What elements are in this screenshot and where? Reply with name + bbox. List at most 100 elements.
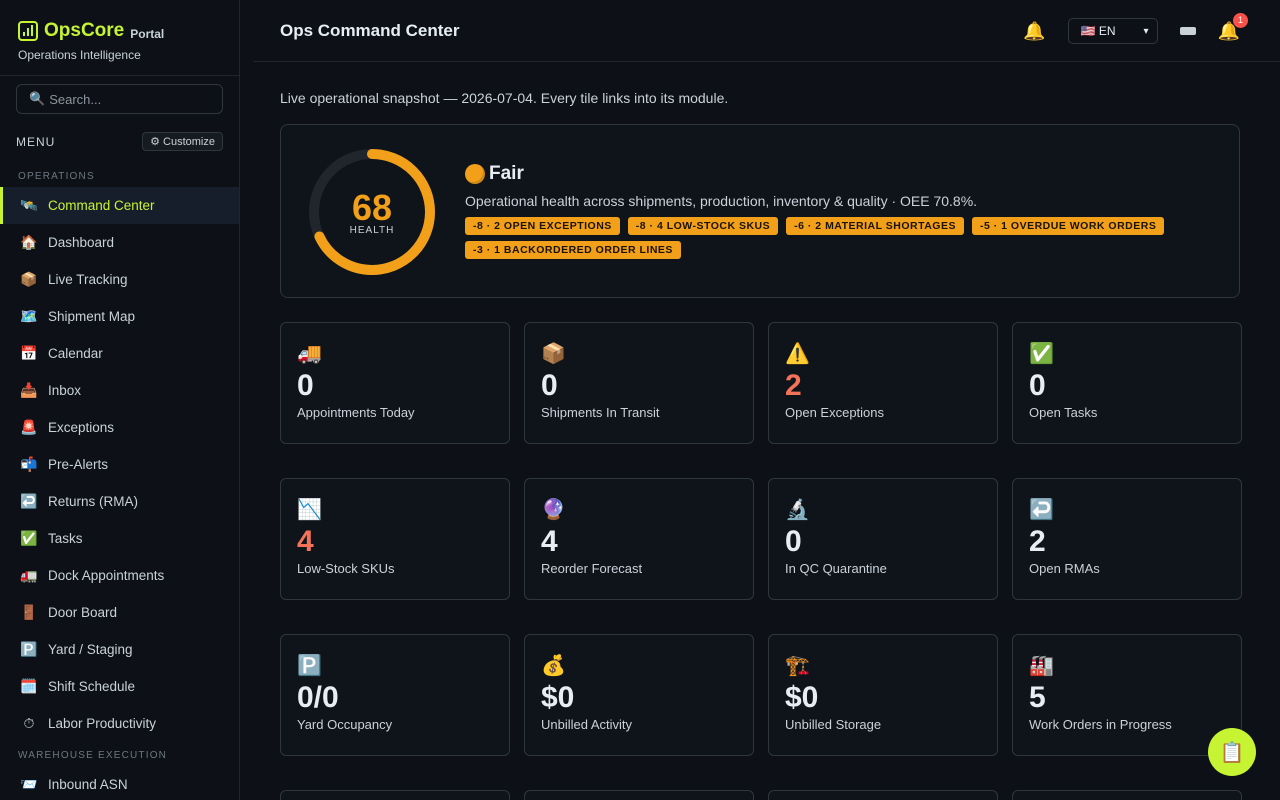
tile-open-rmas[interactable]: ↩️ 2 Open RMAs	[1012, 478, 1242, 600]
sidebar-item-dock-appointments[interactable]: 🚛 Dock Appointments	[0, 557, 239, 594]
sidebar-item-returns-rma[interactable]: ↩️ Returns (RMA)	[0, 483, 239, 520]
sidebar-item-label: Labor Productivity	[48, 716, 157, 731]
tile-label: Unbilled Storage	[785, 717, 882, 732]
tile-value: 0	[297, 369, 314, 402]
sidebar-item-live-tracking[interactable]: 📦 Live Tracking	[0, 261, 239, 298]
sidebar-item-tasks[interactable]: ✅ Tasks	[0, 520, 239, 557]
tile-unbilled-storage[interactable]: 🏗️ $0 Unbilled Storage	[768, 634, 998, 756]
notifications-icon[interactable]: 🔔 1	[1218, 12, 1248, 42]
tile-value: 2	[785, 369, 802, 402]
nav-icon: 🗺️	[20, 308, 38, 324]
brand-portal: Portal	[130, 26, 165, 41]
health-gauge	[309, 149, 435, 275]
tile-value: 4	[297, 525, 314, 558]
tile-value: 2	[1029, 525, 1046, 558]
bell-icon[interactable]: 🔔	[1023, 20, 1046, 41]
tile[interactable]	[524, 790, 754, 800]
tile-label: Open RMAs	[1029, 561, 1100, 576]
sidebar-item-label: Inbox	[48, 383, 82, 398]
tile-icon: 💰	[541, 655, 566, 677]
sidebar-item-label: Shipment Map	[48, 309, 136, 324]
tile-icon: 🏗️	[785, 655, 810, 677]
nav-icon: ⏱	[23, 715, 35, 731]
health-tag[interactable]: -8 · 4 LOW-STOCK SKUS	[627, 217, 779, 235]
tile-reorder-forecast[interactable]: 🔮 4 Reorder Forecast	[524, 478, 754, 600]
menu-label: MENU	[16, 134, 56, 149]
topbar: Ops Command Center 🔔 🇺🇸 EN ▾ 🔔 1	[253, 0, 1280, 62]
tile-low-stock-skus[interactable]: 📉 4 Low-Stock SKUs	[280, 478, 510, 600]
tile-icon: ↩️	[1029, 499, 1054, 521]
tile[interactable]	[768, 790, 998, 800]
tile-shipments-in-transit[interactable]: 📦 0 Shipments In Transit	[524, 322, 754, 444]
sidebar-item-exceptions[interactable]: 🚨 Exceptions	[0, 409, 239, 446]
sidebar-item-shipment-map[interactable]: 🗺️ Shipment Map	[0, 298, 239, 335]
page-title: Ops Command Center	[280, 20, 460, 40]
tile-row: 🚚 0 Appointments Today 📦 0 Shipments In Trans…	[280, 322, 1242, 444]
clipboard-icon: 📋	[1219, 741, 1245, 764]
customize-button[interactable]: ⚙ Customize	[142, 132, 223, 151]
sidebar-item-label: Tasks	[48, 531, 83, 546]
sidebar-item-label: Returns (RMA)	[48, 494, 139, 509]
tile-open-tasks[interactable]: ✅ 0 Open Tasks	[1012, 322, 1242, 444]
sidebar-item-label: Exceptions	[48, 420, 115, 435]
health-tag[interactable]: -6 · 2 MATERIAL SHORTAGES	[786, 217, 964, 235]
health-tag[interactable]: -3 · 1 BACKORDERED ORDER LINES	[465, 241, 681, 259]
tile-open-exceptions[interactable]: ⚠️ 2 Open Exceptions	[768, 322, 998, 444]
language-select[interactable]: 🇺🇸 EN ▾	[1067, 18, 1158, 44]
sidebar-item-label: Command Center	[48, 198, 155, 213]
tile[interactable]	[280, 790, 510, 800]
tile-appointments-today[interactable]: 🚚 0 Appointments Today	[280, 322, 510, 444]
brand[interactable]: OpsCore Portal Operations Intelligence	[0, 0, 239, 76]
tile-icon: 🚚	[297, 343, 322, 365]
section-label-operations: OPERATIONS	[18, 171, 95, 182]
brand-name: OpsCore	[44, 20, 125, 41]
brand-subtitle: Operations Intelligence	[18, 48, 141, 62]
nav-icon: 🛰️	[20, 197, 38, 213]
tile-value: 0	[541, 369, 558, 402]
sidebar-item-labor-productivity[interactable]: ⏱ Labor Productivity	[0, 705, 239, 742]
health-description: Operational health across shipments, pro…	[465, 193, 978, 209]
sidebar-item-label: Calendar	[48, 346, 103, 361]
sidebar-item-label: Dock Appointments	[48, 568, 165, 583]
nav-icon: 📬	[20, 456, 38, 472]
status-dot-icon	[465, 164, 485, 184]
tile-label: Shipments In Transit	[541, 405, 660, 420]
nav-icon: 📨	[20, 776, 38, 792]
clipboard-fab-button[interactable]: 📋	[1208, 728, 1256, 776]
health-tag[interactable]: -5 · 1 OVERDUE WORK ORDERS	[971, 217, 1165, 235]
nav-icon: 🚛	[20, 567, 38, 583]
tile-icon: 📦	[541, 343, 566, 365]
search-input[interactable]: 🔍 Search...	[16, 84, 223, 114]
tile-work-orders-in-progress[interactable]: 🏭 5 Work Orders in Progress	[1012, 634, 1242, 756]
tile-in-qc-quarantine[interactable]: 🔬 0 In QC Quarantine	[768, 478, 998, 600]
tile-unbilled-activity[interactable]: 💰 $0 Unbilled Activity	[524, 634, 754, 756]
search-icon: 🔍	[29, 91, 46, 106]
sidebar-item-label: Door Board	[48, 605, 118, 620]
sidebar-item-dashboard[interactable]: 🏠 Dashboard	[0, 224, 239, 261]
sidebar-item-inbox[interactable]: 📥 Inbox	[0, 372, 239, 409]
tile-value: 5	[1029, 681, 1046, 714]
sidebar-item-calendar[interactable]: 📅 Calendar	[0, 335, 239, 372]
nav-list-warehouse: 📨 Inbound ASN	[0, 766, 239, 800]
sidebar-item-pre-alerts[interactable]: 📬 Pre-Alerts	[0, 446, 239, 483]
nav-icon: 🚨	[20, 419, 38, 435]
tile-label: Low-Stock SKUs	[297, 561, 395, 576]
health-tag[interactable]: -8 · 2 OPEN EXCEPTIONS	[465, 217, 620, 235]
sidebar-item-label: Live Tracking	[48, 272, 128, 287]
sidebar-item-shift-schedule[interactable]: 🗓️ Shift Schedule	[0, 668, 239, 705]
sidebar-item-yard-staging[interactable]: 🅿️ Yard / Staging	[0, 631, 239, 668]
tile[interactable]	[1012, 790, 1242, 800]
tile-label: Open Exceptions	[785, 405, 885, 420]
health-card[interactable]: 68 HEALTH Fair Operational health across…	[280, 124, 1240, 298]
tile-yard-occupancy[interactable]: 🅿️ 0/0 Yard Occupancy	[280, 634, 510, 756]
snapshot-text: Live operational snapshot — 2026-07-04. …	[280, 90, 729, 106]
notification-badge: 1	[1233, 12, 1248, 28]
sidebar-item-door-board[interactable]: 🚪 Door Board	[0, 594, 239, 631]
sidebar-item-label: Yard / Staging	[48, 642, 133, 657]
keyboard-icon[interactable]	[1179, 27, 1196, 35]
sidebar-item-command-center[interactable]: 🛰️ Command Center	[0, 187, 239, 224]
tile-value: $0	[541, 681, 575, 714]
sidebar-item-inbound-asn[interactable]: 📨 Inbound ASN	[0, 766, 239, 800]
nav-icon: 🚪	[20, 604, 38, 620]
tile-label: Yard Occupancy	[297, 717, 393, 732]
